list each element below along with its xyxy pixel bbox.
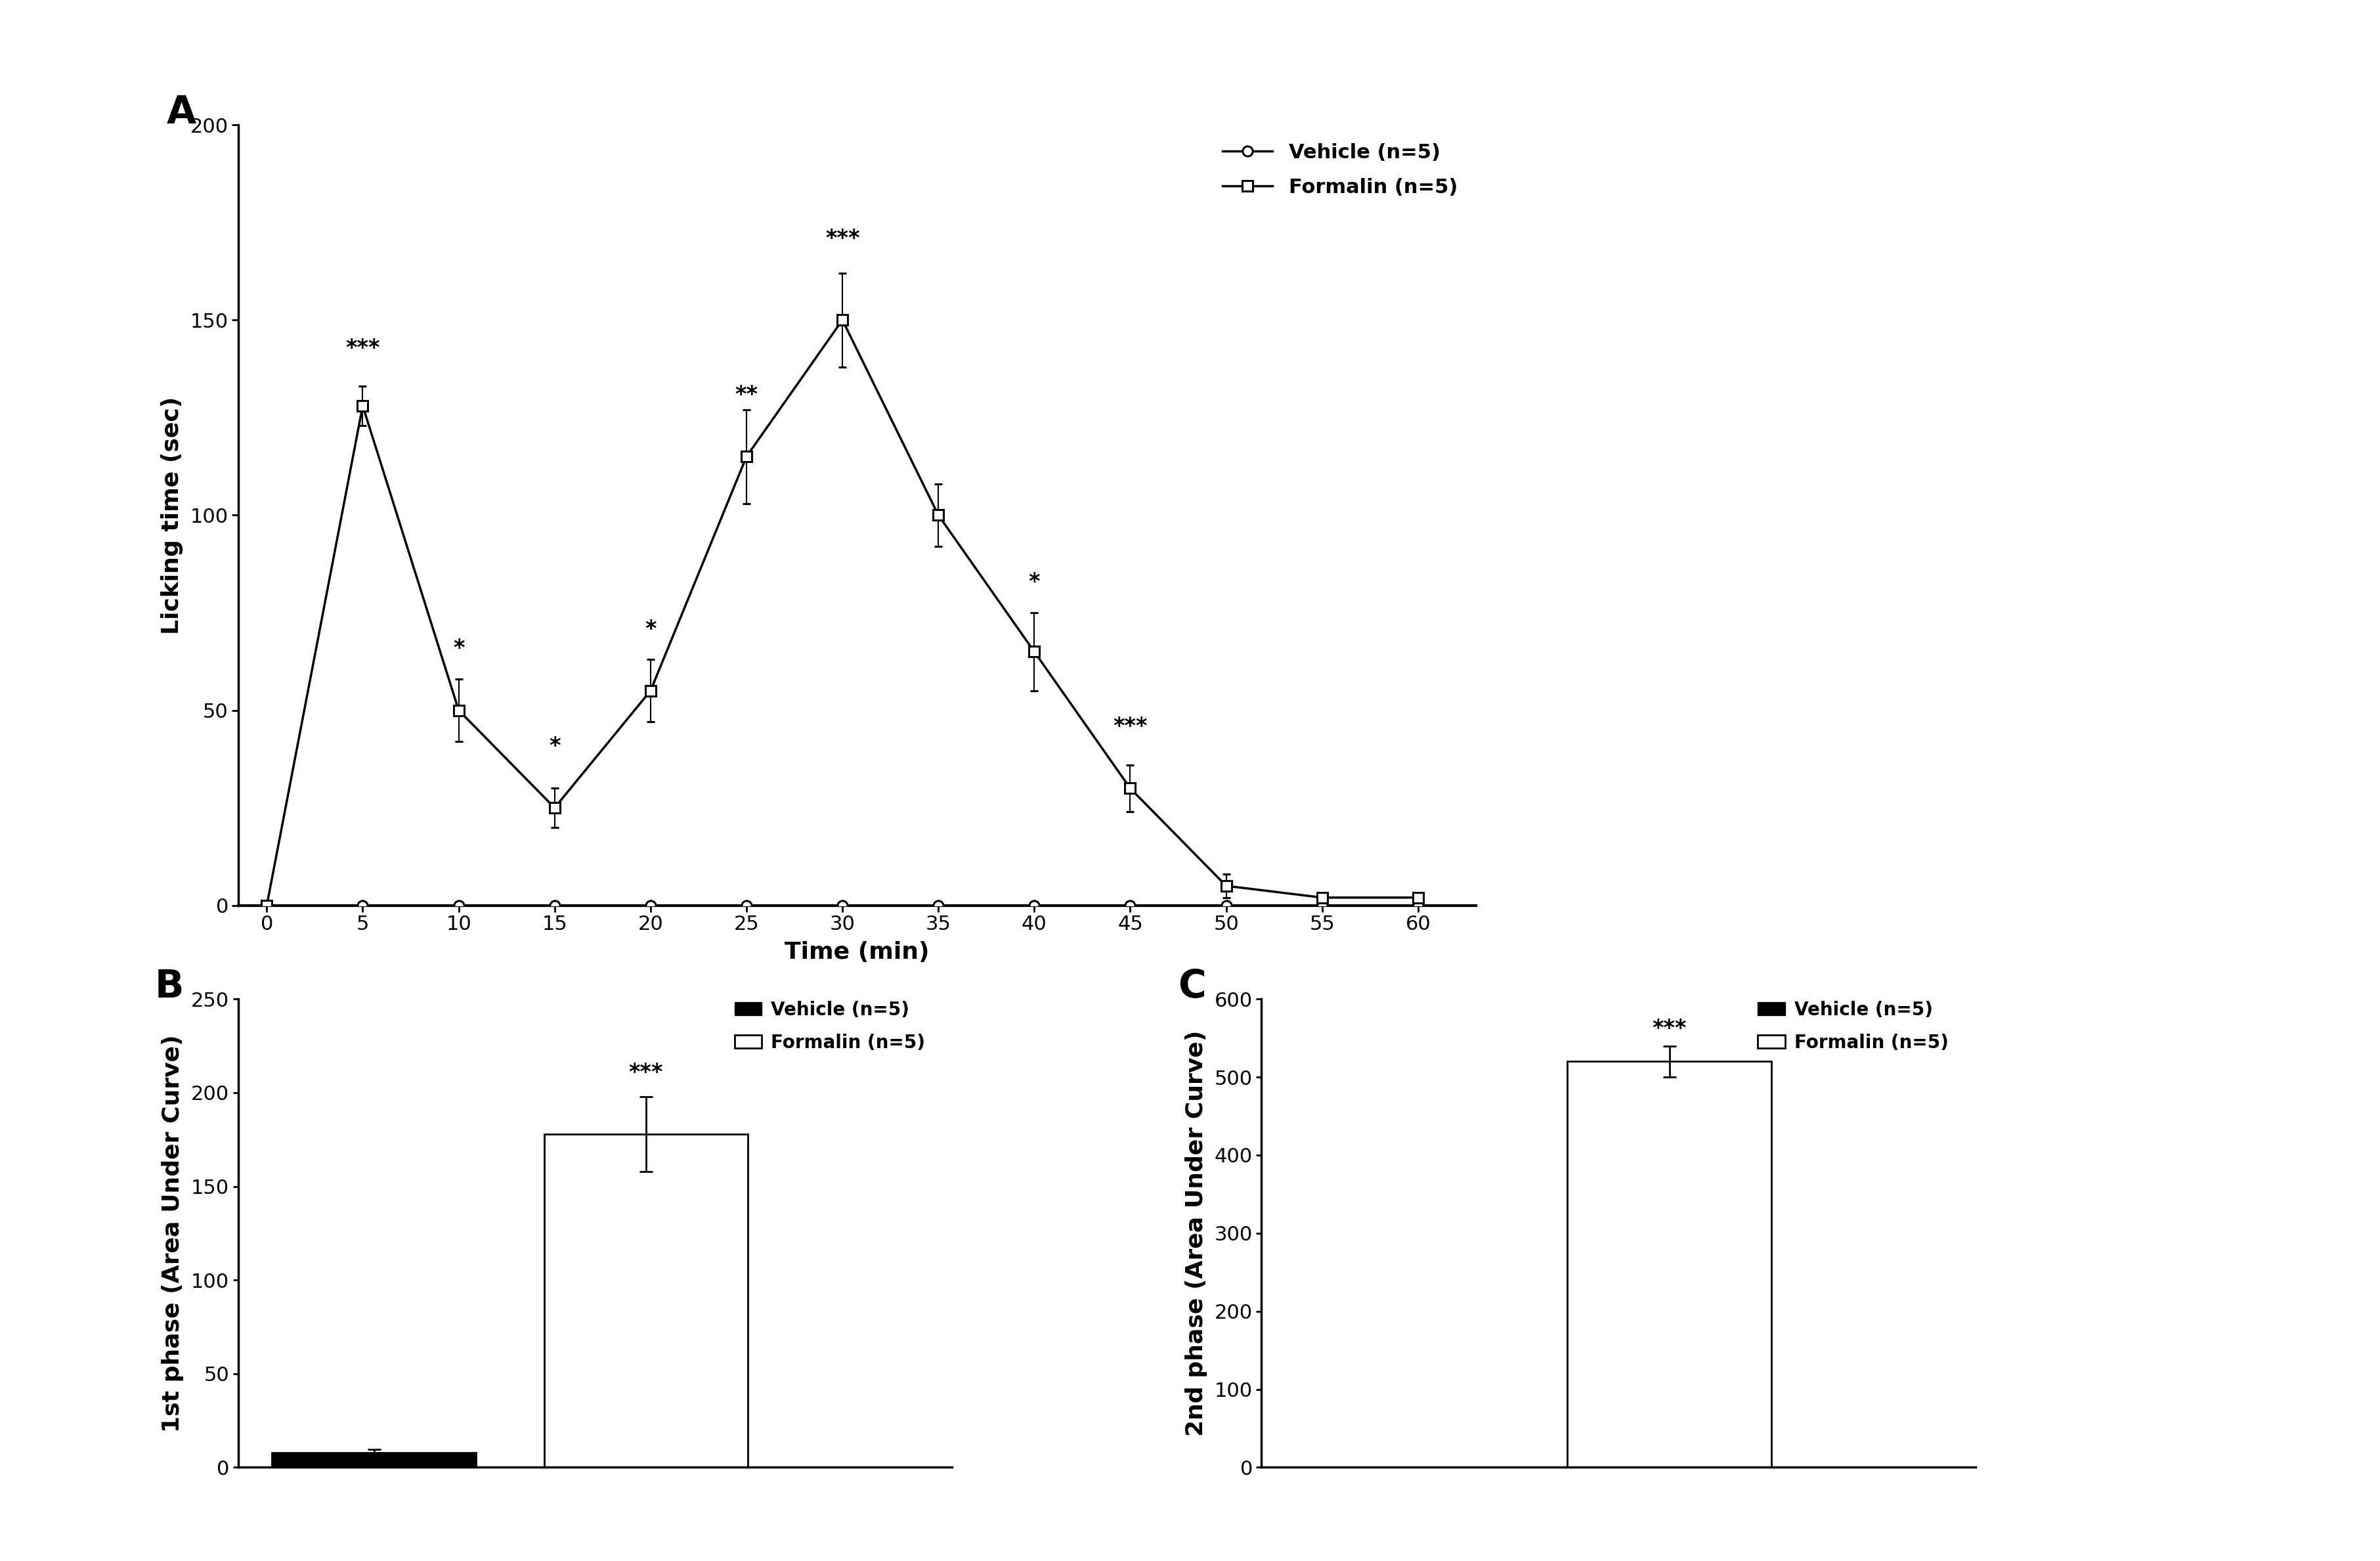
- Text: C: C: [1178, 968, 1207, 1005]
- Text: ***: ***: [1652, 1018, 1687, 1040]
- Legend: Vehicle (n=5), Formalin (n=5): Vehicle (n=5), Formalin (n=5): [1214, 134, 1466, 204]
- X-axis label: Time (min): Time (min): [785, 941, 928, 963]
- Text: *: *: [550, 735, 559, 757]
- Text: ***: ***: [345, 337, 381, 359]
- Bar: [271, 1452, 476, 1467]
- Text: ***: ***: [1114, 716, 1147, 738]
- Text: *: *: [1028, 571, 1040, 593]
- Y-axis label: Licking time (sec): Licking time (sec): [159, 396, 183, 634]
- Legend: Vehicle (n=5), Formalin (n=5): Vehicle (n=5), Formalin (n=5): [1752, 993, 1956, 1060]
- Text: **: **: [735, 384, 757, 406]
- Y-axis label: 1st phase (Area Under Curve): 1st phase (Area Under Curve): [162, 1035, 183, 1431]
- Bar: [545, 1133, 747, 1467]
- Text: ***: ***: [826, 228, 859, 250]
- Text: B: B: [155, 968, 183, 1005]
- Bar: [1568, 1061, 1771, 1467]
- Legend: Vehicle (n=5), Formalin (n=5): Vehicle (n=5), Formalin (n=5): [728, 993, 933, 1060]
- Text: *: *: [452, 638, 464, 660]
- Text: *: *: [645, 618, 657, 640]
- Y-axis label: 2nd phase (Area Under Curve): 2nd phase (Area Under Curve): [1185, 1030, 1207, 1436]
- Text: ***: ***: [628, 1061, 664, 1083]
- Text: A: A: [167, 94, 195, 131]
